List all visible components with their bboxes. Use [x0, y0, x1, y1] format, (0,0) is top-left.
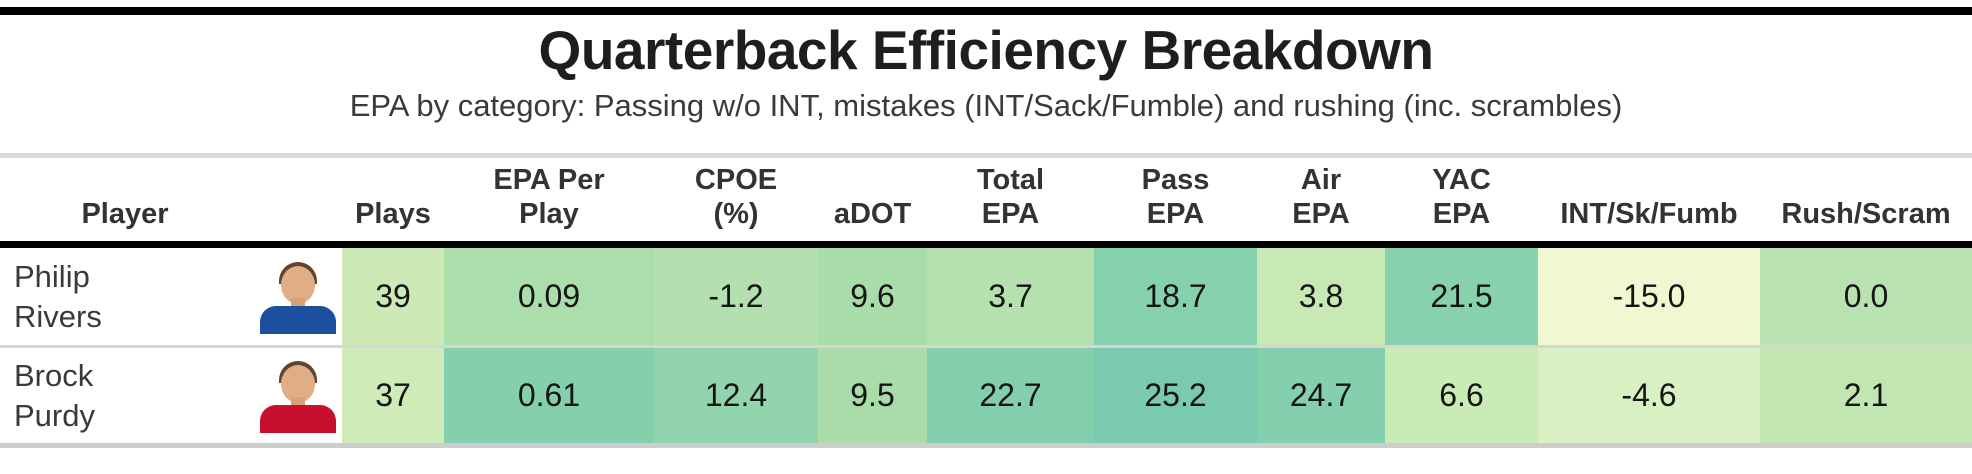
- cell-rush-scram: 0.0: [1760, 248, 1972, 345]
- cell-adot: 9.5: [818, 348, 927, 443]
- cell-plays: 39: [342, 248, 444, 345]
- player-last-name: Rivers: [14, 298, 102, 334]
- page-title: Quarterback Efficiency Breakdown: [538, 19, 1434, 81]
- cell-total-epa: 22.7: [927, 348, 1094, 443]
- column-header-player: Player: [81, 198, 169, 230]
- cell-adot: 9.6: [818, 248, 927, 345]
- column-header-adot: aDOT: [833, 198, 912, 230]
- cell-air-epa: 3.8: [1257, 248, 1385, 345]
- player-first-name: Philip: [14, 258, 90, 294]
- table-row-brock-purdy: Brock Purdy 37 0.61 12.4 9.5 22.7 25.2 2…: [0, 348, 1972, 448]
- table-row-philip-rivers: Philip Rivers 39 0.09 -1.2 9.6 3.7 18.7 …: [0, 248, 1972, 348]
- top-accent-bar: [0, 7, 1972, 15]
- cell-pass-epa: 25.2: [1094, 348, 1257, 443]
- column-header-rush-scram: Rush/Scram: [1781, 198, 1951, 230]
- cell-plays: 37: [342, 348, 444, 443]
- avatar-jersey: [260, 305, 336, 334]
- cell-int-sk-fumb: -15.0: [1538, 248, 1760, 345]
- column-header-int-sk-fumb: INT/Sk/Fumb: [1560, 198, 1738, 230]
- column-header-pass-epa: Pass EPA: [1141, 164, 1210, 230]
- cell-int-sk-fumb: -4.6: [1538, 348, 1760, 443]
- cell-cpoe: 12.4: [654, 348, 818, 443]
- page-subtitle: EPA by category: Passing w/o INT, mistak…: [349, 88, 1623, 123]
- player-name: Philip Rivers: [0, 257, 258, 337]
- avatar-face: [281, 265, 315, 304]
- cell-cpoe: -1.2: [654, 248, 818, 345]
- player-first-name: Brock: [14, 357, 94, 393]
- player-name: Brock Purdy: [0, 356, 258, 436]
- cell-yac-epa: 6.6: [1385, 348, 1538, 443]
- column-header-air-epa: Air EPA: [1292, 164, 1350, 230]
- qb-stats-table: Player Plays EPA Per Play CPOE (%) aDOT …: [0, 153, 1972, 448]
- brock-purdy-headshot: [258, 359, 338, 433]
- player-cell: Brock Purdy: [0, 348, 342, 443]
- cell-epa-per-play: 0.09: [444, 248, 654, 345]
- avatar-face: [281, 364, 315, 403]
- column-header-yac-epa: YAC EPA: [1432, 164, 1491, 230]
- player-last-name: Purdy: [14, 397, 95, 433]
- cell-yac-epa: 21.5: [1385, 248, 1538, 345]
- cell-air-epa: 24.7: [1257, 348, 1385, 443]
- column-header-plays: Plays: [355, 198, 431, 230]
- table-header-row: Player Plays EPA Per Play CPOE (%) aDOT …: [0, 153, 1972, 248]
- philip-rivers-headshot: [258, 260, 338, 334]
- cell-pass-epa: 18.7: [1094, 248, 1257, 345]
- cell-epa-per-play: 0.61: [444, 348, 654, 443]
- player-cell: Philip Rivers: [0, 248, 342, 345]
- cell-rush-scram: 2.1: [1760, 348, 1972, 443]
- avatar-jersey: [260, 404, 336, 433]
- column-header-epa-per-play: EPA Per Play: [493, 164, 605, 230]
- column-header-cpoe: CPOE (%): [694, 164, 778, 230]
- column-header-total-epa: Total EPA: [976, 164, 1045, 230]
- cell-total-epa: 3.7: [927, 248, 1094, 345]
